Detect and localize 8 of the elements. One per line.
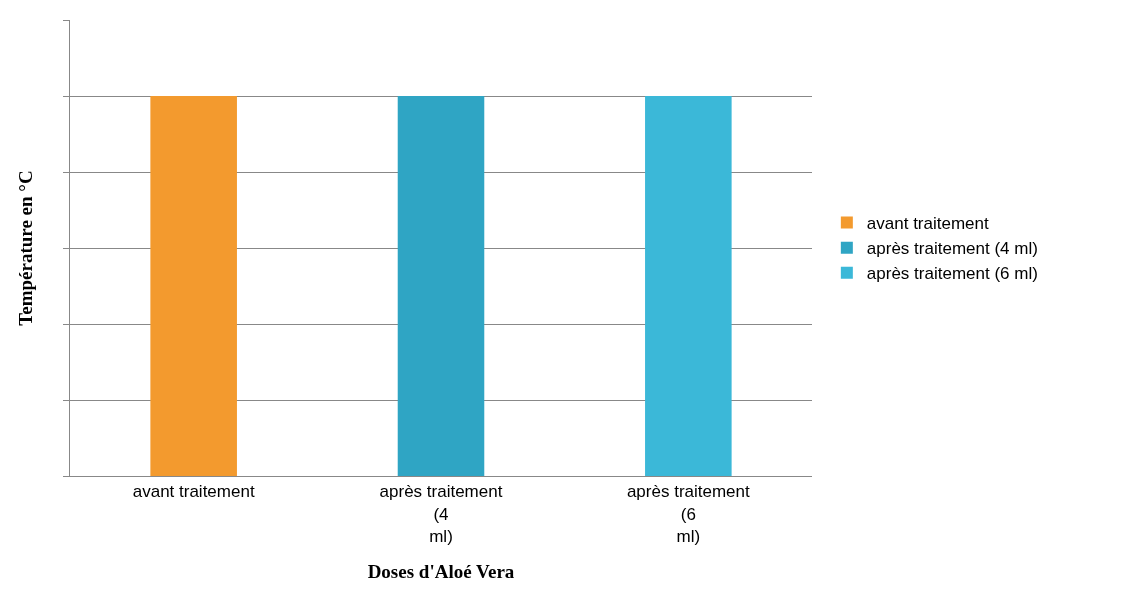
y-axis-title: Température en °C [14,170,36,326]
x-axis-title: Doses d'Aloé Vera [367,561,515,583]
x-tick-label: après traitement (6 ml) [626,482,751,546]
x-tick-label: après traitement (4 ml) [379,482,503,546]
legend-label: après traitement (6 ml) [866,264,1038,284]
legend-label: après traitement (4 ml) [866,239,1038,259]
x-tick-label: avant traitement [132,482,255,502]
legend-label: avant traitement [866,214,990,234]
